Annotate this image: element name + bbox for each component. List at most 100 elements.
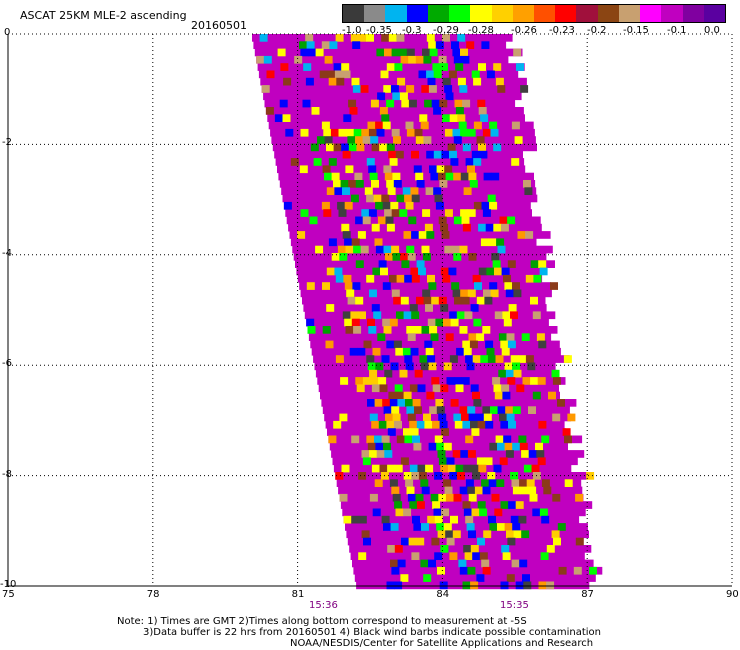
wind-cell [461,377,470,385]
wind-cell [420,121,429,130]
wind-cell [467,450,476,458]
wind-cell [370,377,379,385]
wind-cell [427,355,436,363]
wind-cell [351,77,360,86]
wind-cell [435,201,444,210]
wind-cell [342,187,350,195]
wind-cell [473,77,482,86]
wind-cell [410,347,419,356]
wind-cell [527,362,536,371]
wind-cell [387,428,396,436]
wind-cell [348,99,357,108]
wind-cell [500,420,509,429]
wind-cell [483,289,491,298]
wind-cell [369,450,378,458]
wind-cell [512,442,521,451]
wind-cell [374,479,383,487]
wind-cell [355,377,364,385]
wind-cell [346,128,355,137]
wind-cell [463,464,472,473]
pass-time-2: 15:35 [500,600,529,611]
wind-cell [530,260,539,268]
wind-cell [461,55,470,64]
wind-cell [482,326,491,334]
wind-cell [407,333,416,341]
wind-cell [410,428,419,436]
wind-cell [501,545,510,553]
wind-cell [366,158,375,166]
wind-cell [405,362,414,371]
wind-cell [427,515,436,524]
wind-cell [358,311,366,320]
wind-cell [466,41,475,49]
wind-cell [460,172,469,181]
wind-cell [497,245,506,254]
wind-cell [406,486,415,495]
wind-cell [463,187,472,195]
wind-cell [331,253,340,261]
wind-cell [411,552,420,560]
wind-cell [371,464,380,473]
wind-cell [360,85,369,93]
wind-cell [455,63,464,71]
wind-cell [428,85,437,93]
wind-cell [541,435,550,444]
wind-cell [397,77,406,86]
wind-cell [386,340,395,349]
wind-cell [379,143,388,152]
wind-cell [394,420,402,429]
lat-lon-grid [7,33,733,587]
wind-cell [543,486,552,495]
wind-cell [482,406,491,414]
wind-cell [400,296,409,305]
wind-cell [375,245,384,254]
wind-cell [498,333,507,341]
wind-cell [477,99,486,108]
wind-cell [399,369,408,378]
wind-cell [396,311,404,320]
wind-cell [460,128,469,137]
wind-cell [373,311,382,320]
wind-cell [462,143,471,152]
wind-cell [430,333,439,341]
wind-cell [436,442,445,451]
wind-cell [399,48,408,57]
wind-cell [511,158,520,166]
wind-cell [366,194,375,203]
wind-cell [393,296,402,305]
wind-cell [371,384,380,393]
wind-cell [481,41,490,49]
swath-row [336,479,582,487]
wind-cell [472,552,481,560]
wind-cell [328,77,337,86]
swath-row [267,114,525,122]
wind-cell [438,55,447,64]
wind-cell [355,216,364,225]
wind-cell [551,369,560,378]
wind-cell [443,479,452,487]
wind-cell [451,41,459,49]
wind-cell [396,435,405,444]
wind-cell [497,406,506,414]
wind-cell [408,216,417,225]
wind-cell [375,121,384,130]
wind-cell [366,355,375,363]
wind-cell [533,274,542,283]
wind-cell [403,391,412,400]
wind-cell [383,245,392,254]
wind-cell [508,420,516,429]
wind-cell [443,442,452,451]
wind-cell [413,442,422,451]
swath-row [346,530,589,539]
wind-cell [392,253,401,261]
swath-row [279,180,536,188]
wind-cell [462,581,471,590]
wind-cell [344,318,353,327]
wind-cell [413,165,422,174]
wind-cell [383,523,391,531]
wind-cell [283,201,292,210]
wind-cell [416,296,424,305]
wind-cell [447,143,456,152]
wind-cell [381,515,390,524]
wind-cell [383,85,392,93]
